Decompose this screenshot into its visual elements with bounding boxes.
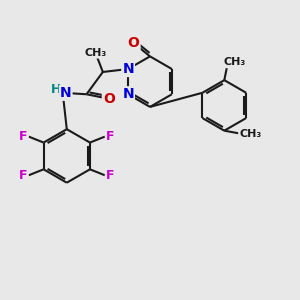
Text: O: O [128,36,140,50]
Text: O: O [103,92,115,106]
Text: F: F [106,130,114,143]
Text: H: H [51,83,62,96]
Text: F: F [19,169,28,182]
Text: F: F [106,169,114,182]
Text: CH₃: CH₃ [239,129,261,139]
Text: N: N [122,87,134,101]
Text: F: F [19,130,28,143]
Text: N: N [60,86,71,100]
Text: CH₃: CH₃ [224,57,246,67]
Text: N: N [122,62,134,76]
Text: CH₃: CH₃ [84,48,106,58]
